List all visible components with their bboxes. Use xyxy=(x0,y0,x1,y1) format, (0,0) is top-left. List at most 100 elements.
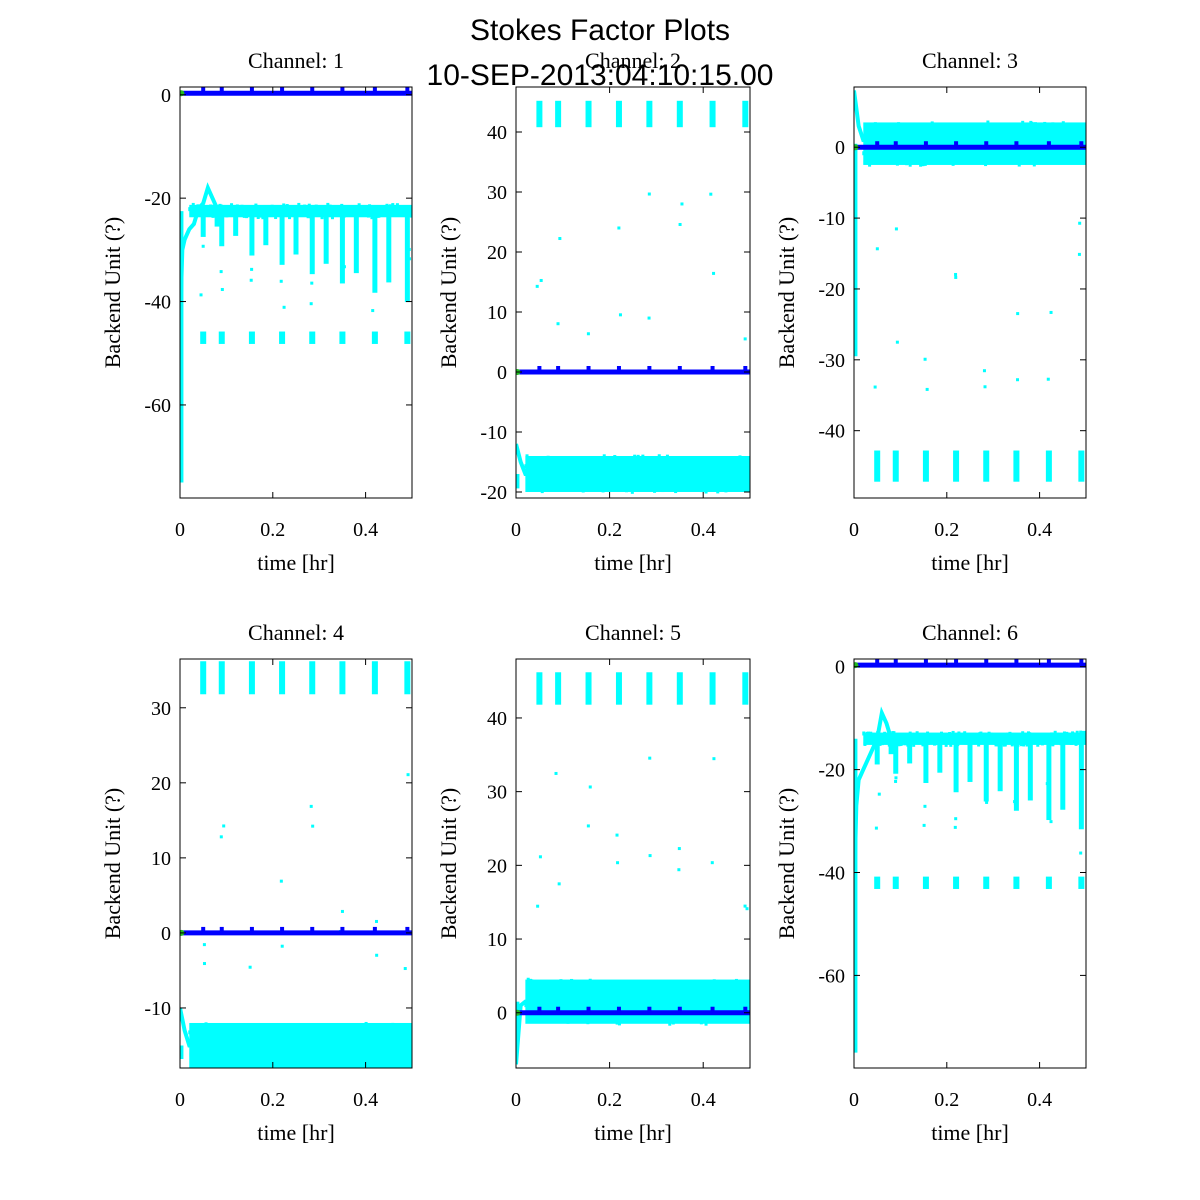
cyan-point xyxy=(340,909,344,913)
cyan-point xyxy=(1079,851,1083,855)
x-axis-label: time [hr] xyxy=(931,1120,1009,1145)
x-tick-label: 0 xyxy=(175,1089,185,1111)
y-tick-label: 40 xyxy=(487,122,507,144)
cyan-cluster xyxy=(309,661,316,695)
cyan-point xyxy=(1016,378,1020,382)
cyan-point xyxy=(1016,312,1020,316)
cyan-point xyxy=(250,267,254,271)
cyan-spike xyxy=(323,211,329,264)
cyan-point xyxy=(309,302,313,306)
cyan-point xyxy=(310,281,314,285)
cyan-cluster xyxy=(874,450,881,482)
cyan-cluster xyxy=(555,100,562,128)
blue-point xyxy=(1046,141,1051,146)
blue-point xyxy=(616,366,621,370)
x-tick-label: 0.4 xyxy=(353,1089,378,1111)
cyan-spike xyxy=(1046,738,1052,821)
y-axis-label: Backend Unit (?) xyxy=(100,788,125,940)
y-axis-label: Backend Unit (?) xyxy=(436,217,461,369)
blue-point xyxy=(340,87,345,92)
blue-point xyxy=(984,141,989,146)
cyan-point xyxy=(249,278,253,282)
cyan-point xyxy=(647,316,651,320)
cyan-point xyxy=(709,192,713,196)
cyan-point xyxy=(874,826,878,830)
cyan-cluster xyxy=(371,331,378,344)
y-tick-label: 30 xyxy=(487,182,507,204)
cyan-point xyxy=(536,904,540,908)
plot-area xyxy=(180,87,412,483)
y-tick-label: 10 xyxy=(487,929,507,951)
y-tick-label: 10 xyxy=(151,848,171,870)
blue-point xyxy=(923,141,928,146)
cyan-spike xyxy=(219,211,225,247)
cyan-spike xyxy=(404,211,410,303)
blue-point xyxy=(893,659,898,664)
blue-point xyxy=(954,659,959,664)
cyan-cluster xyxy=(248,331,255,344)
cyan-spike xyxy=(893,738,899,774)
y-tick-label: -10 xyxy=(144,998,171,1020)
y-axis-label: Backend Unit (?) xyxy=(436,788,461,940)
cyan-point xyxy=(647,192,651,196)
cyan-point xyxy=(745,907,749,911)
cyan-cluster xyxy=(339,331,346,344)
y-tick-label: -60 xyxy=(818,965,845,987)
cyan-clusters xyxy=(873,221,1085,482)
cyan-cluster xyxy=(218,331,225,344)
plot-area xyxy=(516,672,750,1065)
cyan-point xyxy=(953,825,957,829)
cyan-point xyxy=(985,800,989,804)
cyan-cluster xyxy=(279,331,286,344)
plot-area xyxy=(516,100,750,494)
cyan-point xyxy=(954,272,958,276)
panel-title: Channel: 6 xyxy=(922,620,1018,645)
blue-point xyxy=(1014,659,1019,664)
y-tick-label: 0 xyxy=(161,85,171,107)
cyan-cluster xyxy=(892,876,899,889)
cyan-cluster xyxy=(536,100,543,128)
x-tick-label: 0 xyxy=(849,519,859,541)
panel-title: Channel: 4 xyxy=(248,620,344,645)
cyan-point xyxy=(222,824,226,828)
cyan-cluster xyxy=(200,661,207,695)
blue-point xyxy=(1014,141,1019,146)
cyan-cluster xyxy=(585,100,592,128)
cyan-clusters xyxy=(199,211,411,344)
cyan-clusters xyxy=(535,100,749,375)
y-tick-label: 20 xyxy=(487,855,507,877)
cyan-spike xyxy=(874,738,880,765)
cyan-point xyxy=(648,756,652,760)
cyan-point xyxy=(199,293,203,297)
cyan-band-fill xyxy=(525,979,750,1024)
cyan-point xyxy=(1046,377,1050,381)
cyan-noise-band xyxy=(188,1021,412,1068)
cyan-spike xyxy=(214,211,220,227)
plot-area xyxy=(180,661,412,1068)
cyan-spike xyxy=(200,211,206,237)
cyan-spike xyxy=(937,738,943,773)
y-tick-label: -30 xyxy=(818,350,845,372)
cyan-point xyxy=(618,313,622,317)
x-tick-label: 0 xyxy=(849,1089,859,1111)
cyan-spike xyxy=(923,738,929,783)
blue-point xyxy=(743,1006,748,1011)
panel-channel-4: 0 0.2 0.4 30 20 10 0 -10 Channel: 4 time [hr] Back… xyxy=(100,620,413,1145)
cyan-cluster xyxy=(200,331,207,344)
x-axis-label: time [hr] xyxy=(257,550,335,575)
cyan-point xyxy=(311,824,315,828)
plot-area xyxy=(854,659,1086,1053)
y-tick-label: 20 xyxy=(151,773,171,795)
cyan-cluster xyxy=(1045,876,1052,889)
x-tick-label: 0 xyxy=(175,519,185,541)
cyan-cluster xyxy=(279,661,286,695)
x-tick-label: 0.4 xyxy=(691,519,716,541)
cyan-spike xyxy=(997,738,1003,792)
blue-point xyxy=(1079,141,1084,146)
cyan-spike xyxy=(967,738,973,782)
blue-point xyxy=(340,926,345,931)
blue-point xyxy=(405,87,410,92)
cyan-point xyxy=(558,237,562,241)
x-tick-label: 0.4 xyxy=(1027,1089,1052,1111)
cyan-cluster xyxy=(339,661,346,695)
